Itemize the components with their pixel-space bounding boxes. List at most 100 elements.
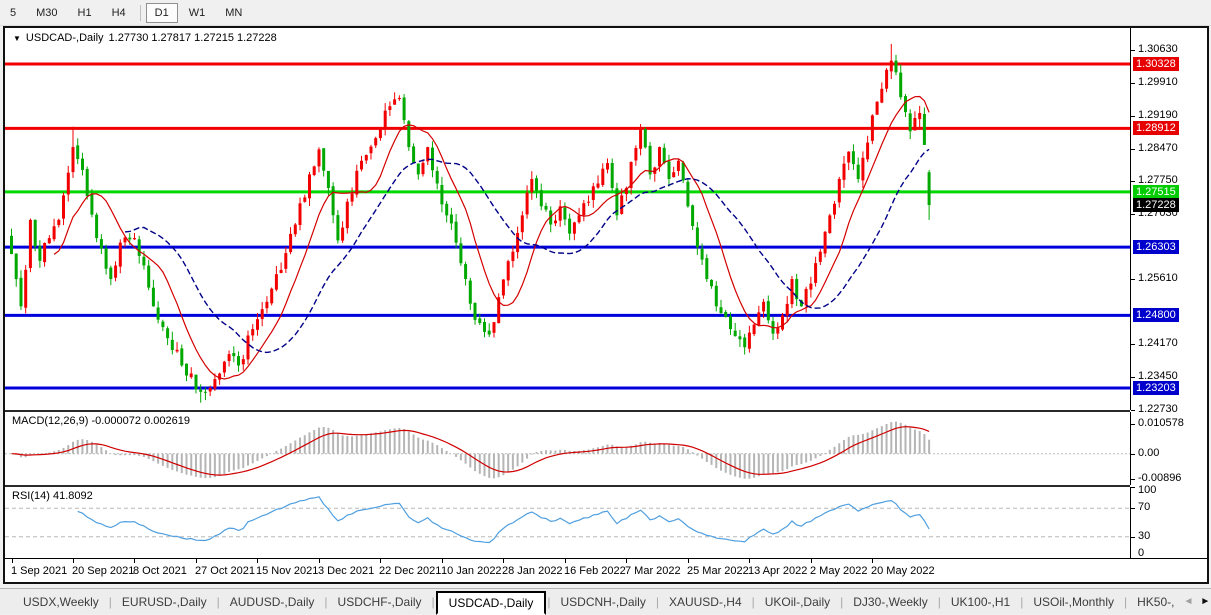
axis-tick-mark bbox=[1131, 377, 1135, 378]
tab-usdcad-daily[interactable]: USDCAD-,Daily bbox=[436, 591, 547, 615]
date-tick-mark bbox=[196, 559, 197, 563]
date-tick-mark bbox=[73, 559, 74, 563]
date-tick-mark bbox=[626, 559, 627, 563]
date-tick-mark bbox=[872, 559, 873, 563]
date-axis-label: 27 Oct 2021 bbox=[195, 565, 255, 577]
date-tick-mark bbox=[688, 559, 689, 563]
macd-signal-line bbox=[12, 427, 930, 475]
axis-tick-mark bbox=[1131, 181, 1135, 182]
macd-histogram bbox=[12, 422, 930, 479]
axis-tick-mark bbox=[1131, 344, 1135, 345]
date-axis-label: 8 Oct 2021 bbox=[133, 565, 187, 577]
date-axis-label: 25 Mar 2022 bbox=[687, 565, 749, 577]
symbol-tabs-bar: USDX,Weekly|EURUSD-,Daily|AUDUSD-,Daily|… bbox=[0, 588, 1211, 614]
macd-label: MACD(12,26,9) -0.000072 0.002619 bbox=[10, 415, 192, 427]
support-resistance-lines bbox=[5, 64, 1130, 388]
timeframe-button-W1[interactable]: W1 bbox=[180, 3, 215, 23]
price-label-support: 1.23203 bbox=[1133, 381, 1179, 395]
axis-tick-mark bbox=[1131, 454, 1135, 455]
tab-xauusd-h4[interactable]: XAUUSD-,H4 bbox=[660, 591, 751, 613]
price-label-support: 1.27515 bbox=[1133, 185, 1179, 199]
tab-usdcnh-daily[interactable]: USDCNH-,Daily bbox=[551, 591, 654, 613]
date-axis-label: 7 Mar 2022 bbox=[625, 565, 681, 577]
axis-tick-mark bbox=[1131, 116, 1135, 117]
price-label-support: 1.24800 bbox=[1133, 308, 1179, 322]
tab-scroll-arrows: ◄► bbox=[1184, 596, 1211, 607]
timeframe-button-H4[interactable]: H4 bbox=[103, 3, 135, 23]
rsi-panel[interactable]: RSI(14) 41.8092 bbox=[5, 487, 1130, 558]
timeframe-button-MN[interactable]: MN bbox=[216, 3, 251, 23]
tabs-scroll-left-icon[interactable]: ◄ bbox=[1184, 596, 1194, 607]
tab-dj30-weekly[interactable]: DJ30-,Weekly bbox=[844, 591, 936, 613]
price-label-current-price: 1.27228 bbox=[1133, 198, 1179, 212]
price-label-resistance: 1.30328 bbox=[1133, 57, 1179, 71]
axis-tick-mark bbox=[1131, 50, 1135, 51]
timeframe-button-M30[interactable]: M30 bbox=[27, 3, 66, 23]
price-panel[interactable]: ▼ USDCAD-,Daily 1.27730 1.27817 1.27215 … bbox=[5, 28, 1130, 410]
price-chart-canvas[interactable] bbox=[5, 28, 1130, 410]
rsi-axis-tick: 100 bbox=[1138, 484, 1156, 497]
tab-usoil-monthly[interactable]: USOil-,Monthly bbox=[1024, 591, 1123, 613]
rsi-axis-tick: 70 bbox=[1138, 501, 1150, 514]
timeframe-button-D1[interactable]: D1 bbox=[146, 3, 178, 23]
tab-separator: | bbox=[1124, 595, 1127, 609]
tab-hk50[interactable]: HK50-, bbox=[1128, 591, 1183, 613]
axis-tick-mark bbox=[1131, 279, 1135, 280]
tab-audusd-daily[interactable]: AUDUSD-,Daily bbox=[221, 591, 324, 613]
date-axis-label: 16 Feb 2022 bbox=[564, 565, 626, 577]
date-tick-mark bbox=[503, 559, 504, 563]
date-axis-label: 28 Jan 2022 bbox=[502, 565, 563, 577]
tab-ukoil-daily[interactable]: UKOil-,Daily bbox=[756, 591, 839, 613]
tab-separator: | bbox=[656, 595, 659, 609]
tab-separator: | bbox=[432, 595, 435, 609]
tab-usdchf-daily[interactable]: USDCHF-,Daily bbox=[329, 591, 431, 613]
tab-usdx-weekly[interactable]: USDX,Weekly bbox=[14, 591, 108, 613]
tab-separator: | bbox=[1020, 595, 1023, 609]
tab-separator: | bbox=[324, 595, 327, 609]
date-tick-mark bbox=[257, 559, 258, 563]
tab-uk100-h1[interactable]: UK100-,H1 bbox=[942, 591, 1019, 613]
rsi-chart-canvas[interactable] bbox=[5, 487, 1130, 558]
chart-window: ▼ USDCAD-,Daily 1.27730 1.27817 1.27215 … bbox=[3, 26, 1209, 584]
date-axis-label: 2 May 2022 bbox=[810, 565, 867, 577]
axis-tick-mark bbox=[1131, 508, 1135, 509]
date-axis-label: 15 Nov 2021 bbox=[256, 565, 318, 577]
date-tick-mark bbox=[811, 559, 812, 563]
price-label-support: 1.26303 bbox=[1133, 240, 1179, 254]
macd-panel[interactable]: MACD(12,26,9) -0.000072 0.002619 bbox=[5, 412, 1130, 485]
date-tick-mark bbox=[12, 559, 13, 563]
tabs-scroll-right-icon[interactable]: ► bbox=[1200, 596, 1210, 607]
date-axis-label: 20 May 2022 bbox=[871, 565, 935, 577]
chart-dropdown-icon[interactable]: ▼ bbox=[13, 34, 21, 43]
date-tick-mark bbox=[749, 559, 750, 563]
ma-fast-line bbox=[54, 97, 929, 380]
macd-axis-tick: 0.010578 bbox=[1138, 417, 1184, 430]
date-tick-mark bbox=[134, 559, 135, 563]
tab-eurusd-daily[interactable]: EURUSD-,Daily bbox=[113, 591, 216, 613]
date-tick-mark bbox=[319, 559, 320, 563]
tab-separator: | bbox=[752, 595, 755, 609]
date-axis-label: 13 Apr 2022 bbox=[748, 565, 807, 577]
price-axis-tick: 1.29910 bbox=[1138, 76, 1178, 89]
date-axis-label: 1 Sep 2021 bbox=[11, 565, 67, 577]
tab-separator: | bbox=[840, 595, 843, 609]
axis-tick-mark bbox=[1131, 487, 1135, 488]
axis-tick-mark bbox=[1131, 149, 1135, 150]
timeframe-button-5[interactable]: 5 bbox=[1, 3, 25, 23]
date-axis-label: 20 Sep 2021 bbox=[72, 565, 134, 577]
rsi-line bbox=[78, 497, 929, 543]
toolbar-separator bbox=[140, 5, 141, 21]
chart-ohlc-quotes: 1.27730 1.27817 1.27215 1.27228 bbox=[109, 32, 277, 44]
axis-tick-mark bbox=[1131, 410, 1135, 411]
timeframe-button-H1[interactable]: H1 bbox=[69, 3, 101, 23]
axis-tick-mark bbox=[1131, 424, 1135, 425]
date-tick-mark bbox=[380, 559, 381, 563]
macd-axis-tick: 0.00 bbox=[1138, 447, 1159, 460]
axis-tick-mark bbox=[1131, 537, 1135, 538]
axis-tick-mark bbox=[1131, 83, 1135, 84]
